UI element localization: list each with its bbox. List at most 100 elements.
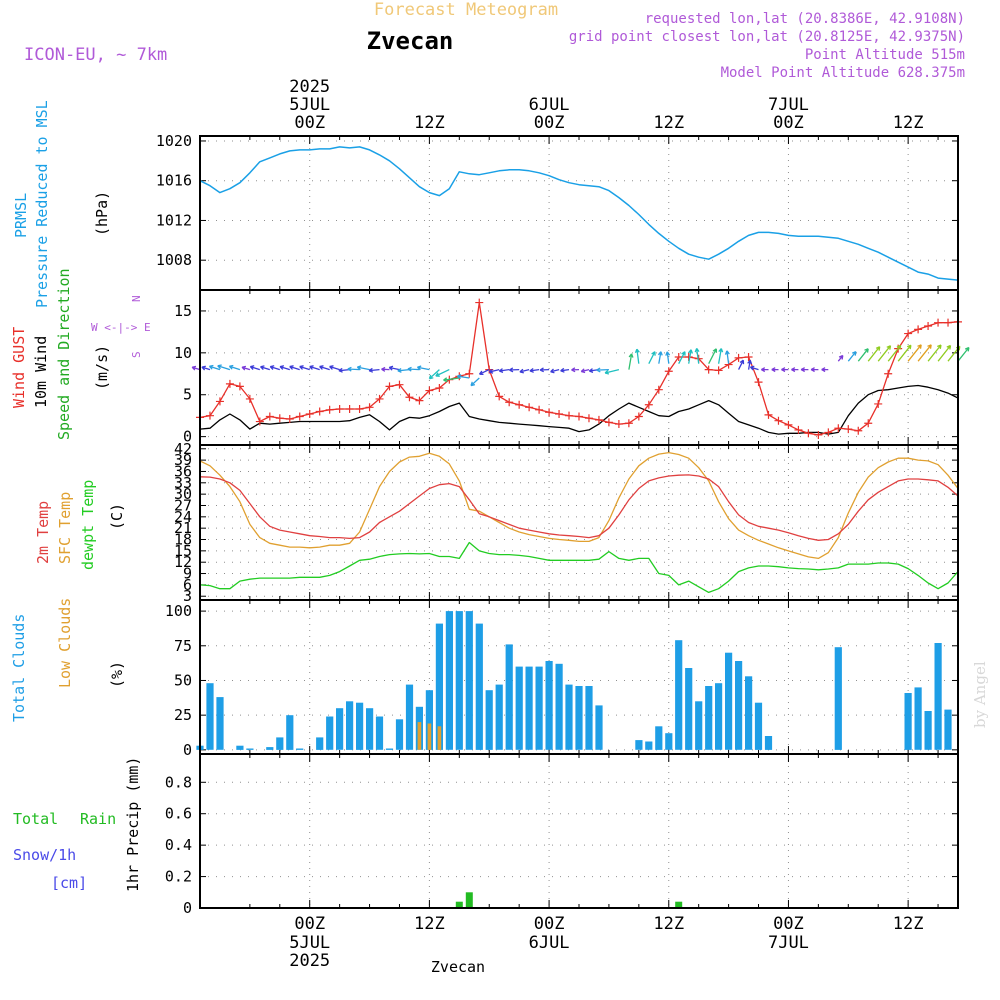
- gust-marker: [525, 403, 534, 412]
- total-cloud-bar: [764, 736, 773, 750]
- y-tick-label: 39: [174, 451, 192, 469]
- gust-marker: [235, 382, 244, 391]
- wind-arrow: [657, 351, 663, 364]
- gust-marker: [495, 392, 504, 401]
- y-tick-label: 100: [165, 602, 192, 620]
- gust-marker: [604, 418, 613, 427]
- top-hour-label: 12Z: [414, 113, 445, 133]
- y-tick-label: 3: [183, 587, 192, 605]
- y-tick-label: 0: [183, 899, 192, 917]
- total-cloud-bar: [575, 686, 583, 750]
- wind-arrow: [368, 367, 380, 373]
- wind-arrow: [356, 365, 370, 371]
- gust-marker: [684, 353, 693, 362]
- wind-arrow: [550, 368, 560, 374]
- wind-arrow: [428, 369, 440, 380]
- precip-axis-label: 1hr Precip (mm): [124, 757, 142, 892]
- gust-marker: [335, 404, 344, 413]
- y-tick-label: 75: [174, 637, 192, 655]
- wind-arrow: [708, 348, 718, 364]
- t2m-label: 2m Temp: [34, 501, 52, 564]
- total-cloud-bar: [455, 611, 463, 750]
- wind-labels: Wind GUST 10m Wind Speed and Direction (…: [10, 268, 151, 440]
- wind-arrow: [837, 354, 844, 362]
- gust-marker: [435, 384, 444, 393]
- total-cloud-bar: [375, 716, 384, 750]
- wind-dir-label: Speed and Direction: [55, 268, 73, 440]
- total-cloud-bar: [535, 666, 543, 750]
- total-cloud-bar: [705, 686, 713, 750]
- gust-marker: [794, 425, 803, 434]
- gust-marker: [754, 378, 763, 387]
- total-cloud-bar: [356, 702, 364, 750]
- wind-arrow: [867, 346, 881, 362]
- gust-marker: [824, 428, 833, 437]
- low-cloud-bar: [437, 726, 442, 750]
- gust-marker: [565, 411, 574, 420]
- total-cloud-bar: [445, 611, 453, 750]
- total-cloud-bar: [754, 702, 763, 750]
- snow-label: Snow/1h: [13, 846, 76, 864]
- wind-arrow: [800, 367, 809, 373]
- wind-arrow: [435, 369, 450, 377]
- wind-arrow: [724, 350, 730, 364]
- gust-marker: [425, 386, 434, 395]
- gust-marker: [934, 318, 943, 327]
- total-cloud-bar: [485, 690, 493, 750]
- wind-arrow: [604, 368, 620, 375]
- gust-marker: [345, 404, 354, 413]
- bottom-hour-label: 00Z: [294, 914, 325, 934]
- gust-marker: [904, 329, 913, 338]
- wind-arrow: [749, 365, 759, 371]
- gust-marker: [884, 369, 893, 378]
- wind-arrow: [299, 365, 310, 371]
- y-tick-label: 12: [174, 553, 192, 571]
- total-cloud-bar: [385, 748, 394, 750]
- y-tick-label: 6: [183, 576, 192, 594]
- wind-arrow: [309, 365, 320, 371]
- compass-s: S: [130, 351, 143, 358]
- gust-marker: [924, 322, 933, 331]
- gust-marker: [624, 419, 633, 428]
- compass-n: N: [130, 295, 143, 302]
- total-cloud-bar: [326, 716, 334, 750]
- total-cloud-bar: [735, 661, 743, 750]
- bottom-hour-label: 00Z: [773, 914, 804, 934]
- gust-marker: [205, 411, 214, 420]
- y-tick-label: 0.6: [165, 805, 192, 823]
- wind-arrow: [269, 365, 280, 371]
- location-title: Zvecan: [367, 27, 454, 55]
- total-cloud-bar: [695, 701, 703, 750]
- wind-arrow: [571, 367, 580, 373]
- y-tick-label: 1016: [156, 172, 192, 190]
- gust-marker: [834, 424, 843, 433]
- wind-arrow: [539, 367, 550, 373]
- panel-border: [199, 135, 959, 291]
- y-tick-label: 0.8: [165, 773, 192, 791]
- wind-arrow: [347, 366, 360, 372]
- total-cloud-bar: [545, 661, 553, 750]
- wind-arrow: [388, 365, 400, 371]
- y-tick-label: 27: [174, 496, 192, 514]
- wind-arrow: [228, 364, 241, 371]
- gust-marker: [275, 414, 284, 423]
- model-label: ICON-EU, ~ 7km: [24, 45, 167, 65]
- gust-marker: [594, 415, 603, 424]
- pressure-unit: (hPa): [93, 191, 111, 236]
- y-tick-label: 0: [183, 741, 192, 759]
- y-tick-label: 25: [174, 706, 192, 724]
- gust-marker: [325, 405, 334, 414]
- top-hour-label: 00Z: [294, 113, 325, 133]
- wind-arrow: [488, 368, 500, 374]
- gust-marker: [265, 412, 274, 421]
- total-cloud-bar: [206, 683, 214, 750]
- gust-marker: [305, 410, 314, 418]
- pressure-line: [199, 146, 959, 281]
- gust-marker: [515, 400, 524, 409]
- snow-unit: [cm]: [51, 874, 87, 892]
- wind-arrow: [249, 365, 260, 371]
- gust-marker: [395, 380, 404, 389]
- total-cloud-bar: [904, 693, 912, 750]
- wind-arrow: [329, 365, 340, 371]
